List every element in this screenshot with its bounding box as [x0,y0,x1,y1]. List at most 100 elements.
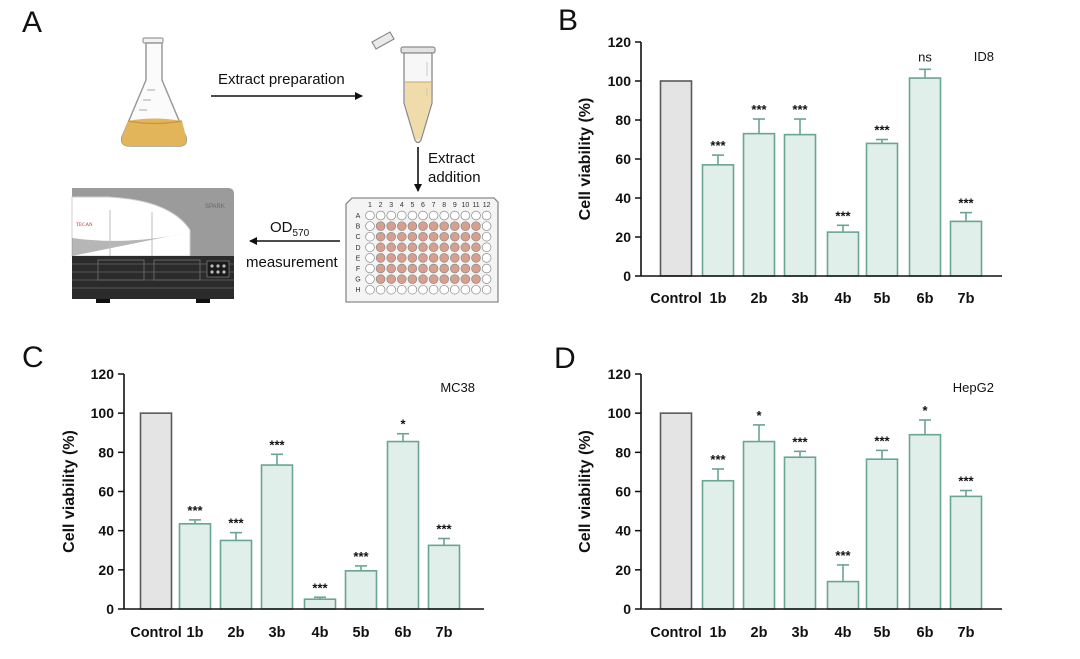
bar-Control [659,80,693,277]
x-tick-label: 4b [312,625,329,641]
bar-5b [865,458,899,610]
bar-3b [783,456,817,610]
tube-icon [371,31,436,144]
significance-label: *** [312,580,328,595]
plate-well [386,253,396,263]
plate-column-label: 8 [442,202,446,209]
plate-well [481,242,492,253]
y-axis-label: Cell viability (%) [577,98,594,221]
plate-well [365,231,375,242]
plate-well [450,284,460,295]
plate-column-label: 12 [483,202,491,209]
plate-column-label: 6 [421,202,425,209]
bar-Control [659,412,693,610]
plate-well [407,210,418,221]
plate-well [471,221,481,231]
bar-1b [178,523,212,610]
plate-column-label: 2 [379,202,383,209]
plate-well [439,253,449,263]
label-od: OD570 [270,219,310,239]
plate-well [428,210,439,221]
plate-well [375,242,386,253]
plate-well [471,210,481,221]
chart-mc38: 0 20 40 60 80 100 120 Cell viability (%) Control… [61,366,484,641]
plate-well [418,221,428,231]
x-tick-label: 1b [710,625,727,641]
plate-well [428,221,439,231]
plate-well [386,284,396,295]
significance-label: *** [792,102,808,117]
plate-well [365,263,375,274]
plate-well [471,242,481,253]
x-tick-label: Control [650,625,702,641]
x-tick-label: 1b [187,625,204,641]
y-tick-label: 80 [615,444,631,460]
x-tick-label: 6b [917,291,934,307]
y-tick-label: 60 [615,151,631,167]
plate-well [407,242,418,253]
plate-well [460,210,471,221]
plate-well [481,274,492,284]
chart-id8: 0 20 40 60 80 100 120 Cell viability (%) Control… [577,34,1002,307]
x-tick-label: 3b [269,625,286,641]
plate-well [407,231,418,242]
plate-well [460,274,471,284]
x-tick-label: 2b [228,625,245,641]
plate-well [365,274,375,284]
plate-well [471,253,481,263]
plate-row-label: E [356,255,361,262]
instrument-brand: SPARK [205,204,225,210]
x-tick-label: 4b [835,625,852,641]
plate-well [439,242,449,253]
plate-well [481,231,492,242]
significance-label: *** [835,208,851,223]
plate-well [365,210,375,221]
x-tick-label: 1b [710,291,727,307]
x-tick-label: 6b [395,625,412,641]
plate-well [481,210,492,221]
plate-well [365,242,375,253]
x-tick-label: 5b [353,625,370,641]
significance-label: *** [269,437,285,452]
plate-well [439,221,449,231]
panel-a: A Extract preparation Extract additi [22,6,499,303]
plate-well [450,253,460,263]
bar-4b [826,231,860,277]
plate-column-label: 1 [368,202,372,209]
plate-well [481,253,492,263]
bar-6b [908,77,942,277]
plate-well [428,263,439,274]
bar-Control [139,412,173,610]
plate-column-label: 9 [453,202,457,209]
plate-well [481,221,492,231]
x-tick-label: 5b [874,625,891,641]
x-tick-label: 3b [792,291,809,307]
plate-well [450,263,460,274]
bar-5b [344,570,378,610]
plate-well [460,242,471,253]
x-tick-label: 7b [436,625,453,641]
panel-letter-a: A [22,6,42,39]
plate-well [418,253,428,263]
plate-well [397,210,407,221]
plate-well [428,231,439,242]
y-tick-label: 0 [623,601,631,617]
y-tick-label: 120 [608,366,632,382]
plate-well [439,231,449,242]
plate-well [407,221,418,231]
cell-line-label: ID8 [974,49,994,64]
plate-well [386,274,396,284]
instrument-logo: TECAN [76,223,93,228]
y-tick-label: 120 [91,366,115,382]
label-extract-addition-line1: Extract [428,150,476,167]
plate-well [418,263,428,274]
x-tick-label: 7b [958,625,975,641]
plate-well [397,253,407,263]
significance-label: *** [958,474,974,489]
bar-7b [949,495,983,610]
plate-row-label: A [356,213,361,220]
plate-well [375,231,386,242]
plate-well [397,221,407,231]
significance-label: *** [792,434,808,449]
